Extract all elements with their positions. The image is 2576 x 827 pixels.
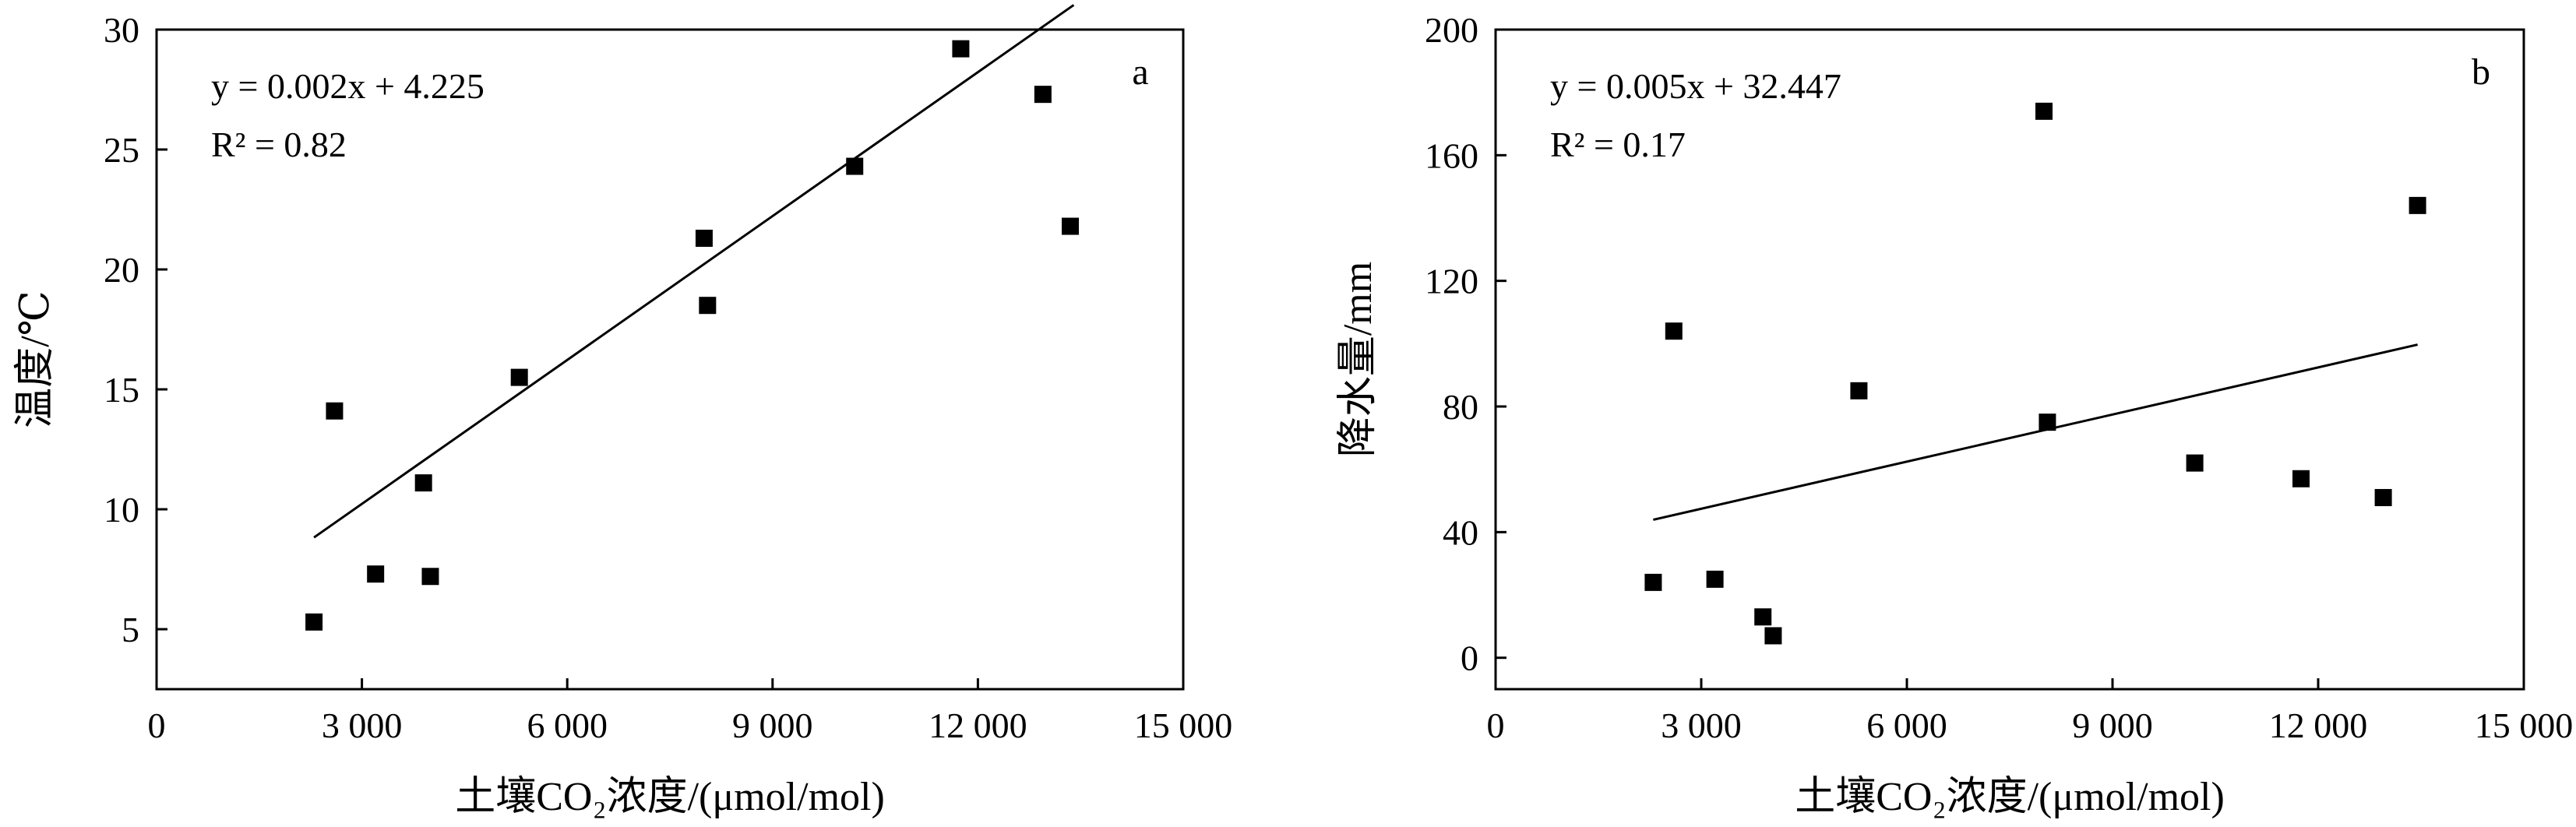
regression-equation: y = 0.005x + 32.447 — [1550, 66, 1841, 106]
x-tick-label: 3 000 — [1661, 706, 1742, 745]
data-point — [2039, 414, 2056, 431]
regression-equation: y = 0.002x + 4.225 — [211, 66, 485, 106]
data-point — [1850, 382, 1868, 399]
y-tick-label: 5 — [122, 610, 139, 649]
data-point — [2186, 454, 2204, 472]
x-tick-label: 3 000 — [322, 706, 403, 745]
x-tick-label: 9 000 — [2072, 706, 2153, 745]
data-point — [1034, 86, 1052, 104]
y-axis-title: 降水量/mm — [1336, 262, 1380, 457]
data-point — [2035, 102, 2053, 120]
y-tick-label: 40 — [1443, 512, 1478, 552]
data-point — [695, 229, 713, 247]
panel-b: 0 3 000 6 000 9 000 12 000 15 000 0 40 80 120 160 2… — [1336, 10, 2573, 819]
x-tick-label: 6 000 — [1866, 706, 1947, 745]
data-point — [326, 402, 344, 420]
regression-line — [313, 4, 1075, 539]
data-point — [305, 613, 323, 631]
data-point — [1764, 627, 1782, 645]
y-tick-label: 10 — [104, 490, 139, 530]
y-tick-label: 0 — [1461, 639, 1478, 678]
x-tick-label: 0 — [148, 706, 166, 745]
y-tick-label: 20 — [104, 250, 139, 290]
panel-a: 0 3 000 6 000 9 000 12 000 15 000 5 10 15 20 25 30 土… — [13, 4, 1233, 819]
r-squared: R² = 0.17 — [1550, 125, 1686, 164]
data-point — [846, 157, 864, 175]
y-tick-label: 120 — [1425, 262, 1478, 301]
data-point — [1665, 322, 1683, 340]
x-axis-title: 土壤CO₂浓度/(μmol/mol) — [455, 775, 885, 819]
x-tick-label: 12 000 — [2269, 706, 2368, 745]
data-point — [699, 297, 717, 315]
panel-label: b — [2472, 51, 2490, 93]
y-tick-label: 25 — [104, 130, 139, 170]
y-tick-label: 200 — [1425, 10, 1478, 50]
data-point — [1706, 570, 1724, 588]
y-tick-label: 80 — [1443, 387, 1478, 427]
x-tick-label: 0 — [1487, 706, 1505, 745]
data-point — [1754, 608, 1772, 626]
x-axis-title: 土壤CO₂浓度/(μmol/mol) — [1795, 775, 2225, 819]
r-squared: R² = 0.82 — [211, 125, 347, 164]
data-point — [510, 368, 528, 386]
data-point — [1062, 217, 1080, 235]
data-point — [2409, 196, 2426, 214]
data-point — [2292, 470, 2310, 487]
x-tick-label: 6 000 — [527, 706, 608, 745]
y-tick-label: 30 — [104, 10, 139, 50]
data-point — [952, 40, 970, 58]
data-point — [2374, 488, 2392, 506]
data-point — [367, 565, 385, 583]
x-tick-label: 9 000 — [732, 706, 813, 745]
data-point — [421, 568, 439, 586]
data-point — [414, 474, 432, 492]
panel-label: a — [1132, 51, 1148, 93]
x-tick-label: 15 000 — [2475, 706, 2574, 745]
x-tick-label: 12 000 — [929, 706, 1027, 745]
y-tick-label: 15 — [104, 370, 139, 410]
plot-frame — [1494, 28, 2525, 691]
plot-frame — [155, 28, 1185, 691]
y-axis-title: 温度/℃ — [13, 290, 58, 428]
regression-line — [1653, 343, 2418, 521]
x-tick-label: 15 000 — [1134, 706, 1233, 745]
data-point — [1644, 573, 1662, 591]
y-tick-label: 160 — [1425, 135, 1478, 175]
